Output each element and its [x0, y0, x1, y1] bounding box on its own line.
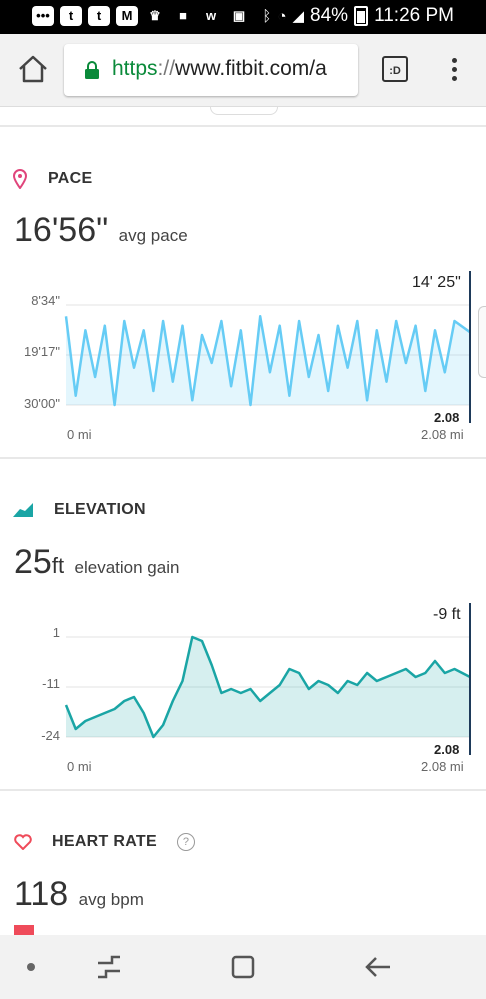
status-bar: ••• t t M ♛ ■ w ▣ ᛒ ◔ ◢ 84% 11:26 PM [0, 0, 486, 34]
elevation-y-tick: -11 [42, 676, 60, 691]
browser-toolbar: https://www.fitbit.com/a :D [0, 34, 486, 107]
system-nav-bar [0, 935, 486, 999]
clock: 11:26 PM [374, 5, 454, 26]
area-fill [66, 316, 470, 405]
elevation-caption: elevation gain [74, 558, 180, 577]
pace-title: PACE [48, 170, 93, 187]
heart-rate-summary: 118 avg bpm [14, 875, 144, 914]
more-menu-icon[interactable] [446, 56, 462, 84]
back-icon[interactable] [362, 951, 396, 983]
lock-icon [85, 61, 99, 79]
pace-chart[interactable] [0, 267, 486, 427]
nav-dot-icon[interactable] [27, 963, 35, 971]
heart-rate-title: HEART RATE [52, 833, 157, 850]
elevation-title: ELEVATION [54, 501, 146, 518]
recent-apps-icon[interactable] [92, 951, 126, 983]
url-text: https://www.fitbit.com/a [112, 57, 327, 81]
elevation-unit: ft [51, 553, 65, 578]
location-pin-icon [12, 169, 28, 189]
w-icon: w [205, 8, 217, 23]
elevation-y-tick: -24 [41, 728, 60, 743]
scrollbar[interactable] [478, 306, 486, 378]
heart-icon [14, 834, 32, 850]
elevation-current-value: -9 ft [433, 606, 461, 623]
tumblr-icon: t [60, 6, 82, 26]
divider [0, 125, 486, 127]
pace-current-distance: 2.08 [434, 410, 460, 425]
elevation-y-tick: 1 [52, 625, 60, 640]
pace-y-tick: 19'17" [23, 344, 60, 359]
gmail-icon: M [116, 6, 138, 26]
elevation-current-distance: 2.08 [434, 742, 460, 757]
collapse-handle[interactable] [210, 107, 278, 115]
page-content: PACE 16'56" avg pace 14' 25" 8'34" 19'17… [0, 107, 486, 935]
help-icon[interactable]: ? [176, 833, 195, 851]
heart-zone-swatch [14, 925, 34, 935]
signal-icon: ◢ [292, 8, 305, 25]
bag-icon: ▣ [232, 8, 246, 23]
battery-icon [354, 6, 369, 26]
bluetooth-icon: ᛒ [262, 7, 272, 25]
tumblr-icon: t [88, 6, 110, 26]
pace-x-end: 2.08 mi [421, 427, 464, 442]
series-line [64, 635, 471, 739]
url-host: www.fitbit.com/a [175, 57, 327, 80]
mountain-icon [13, 503, 33, 517]
heart-rate-header: HEART RATE ? [14, 833, 195, 851]
pace-header: PACE [12, 169, 92, 189]
pace-y-tick: 30'00" [23, 396, 60, 411]
chat-icon: ■ [179, 8, 187, 23]
divider [0, 789, 486, 791]
wifi-icon: ◔ [277, 7, 287, 25]
pace-x-start: 0 mi [67, 427, 92, 442]
elevation-header: ELEVATION [12, 501, 146, 519]
home-nav-icon[interactable] [226, 951, 260, 983]
tab-switcher-button[interactable]: :D [382, 56, 408, 82]
message-icon: ••• [32, 6, 54, 26]
area-fill [66, 637, 470, 737]
pace-y-tick: 8'34" [31, 293, 60, 308]
heart-rate-caption: avg bpm [78, 890, 144, 909]
elevation-x-start: 0 mi [67, 759, 92, 774]
notification-icons: ••• t t M ♛ ■ w ▣ [32, 6, 250, 26]
url-separator: :// [157, 57, 176, 80]
pace-summary: 16'56" avg pace [14, 211, 188, 250]
divider [0, 457, 486, 459]
address-bar[interactable]: https://www.fitbit.com/a [64, 44, 358, 96]
battery-percent: 84% [310, 5, 349, 26]
url-protocol: https [112, 57, 158, 80]
elevation-value: 25 [14, 543, 52, 581]
series-line [64, 315, 471, 407]
pace-current-value: 14' 25" [412, 274, 461, 291]
pace-value: 16'56" [14, 211, 109, 249]
elevation-summary: 25ft elevation gain [14, 543, 179, 582]
elevation-chart[interactable] [0, 599, 486, 759]
pace-caption: avg pace [118, 226, 188, 245]
trophy-icon: ♛ [149, 8, 161, 23]
heart-rate-value: 118 [14, 875, 69, 913]
elevation-x-end: 2.08 mi [421, 759, 464, 774]
home-icon[interactable] [16, 52, 50, 86]
